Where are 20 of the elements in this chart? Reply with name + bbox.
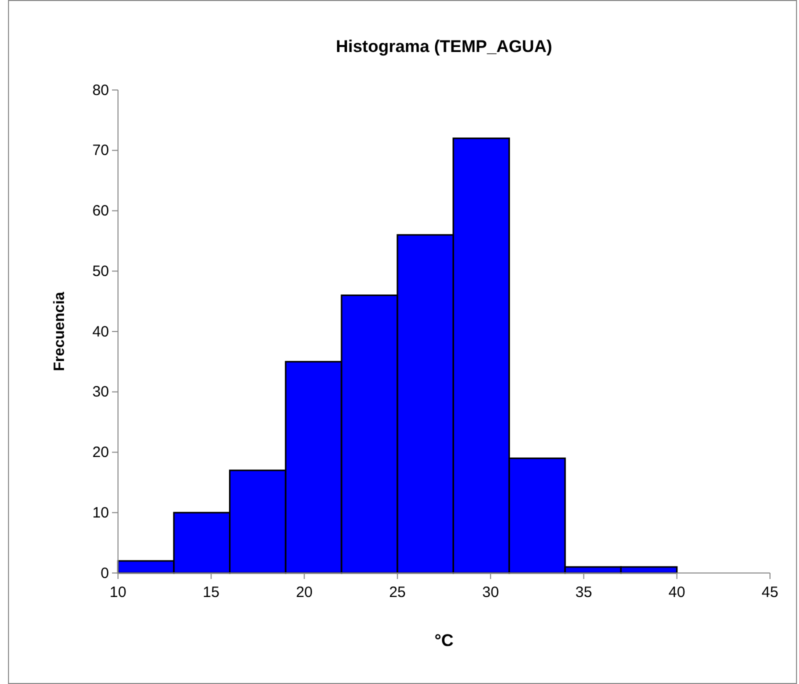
y-tick-label: 10 [92,504,109,522]
y-tick-label: 0 [100,564,109,582]
y-tick-label: 50 [92,262,109,280]
y-tick-label: 80 [92,82,109,99]
y-axis-title: Frecuencia [51,291,68,372]
chart-title: Histograma (TEMP_AGUA) [336,37,552,56]
y-tick-label: 30 [92,384,109,401]
x-tick-label: 30 [482,584,499,601]
x-axis-title: °C [434,631,454,650]
x-tick-label: 20 [296,584,313,601]
x-tick-label: 40 [668,584,686,601]
y-tick-label: 60 [92,202,109,220]
y-tick-label: 40 [92,323,109,340]
x-tick-label: 45 [762,584,778,601]
x-tick-label: 15 [202,584,220,601]
x-tick-label: 25 [389,584,406,601]
y-tick-label: 20 [92,444,109,462]
x-tick-label: 10 [110,584,126,601]
x-tick-label: 35 [575,584,592,601]
y-tick-label: 70 [92,142,109,160]
